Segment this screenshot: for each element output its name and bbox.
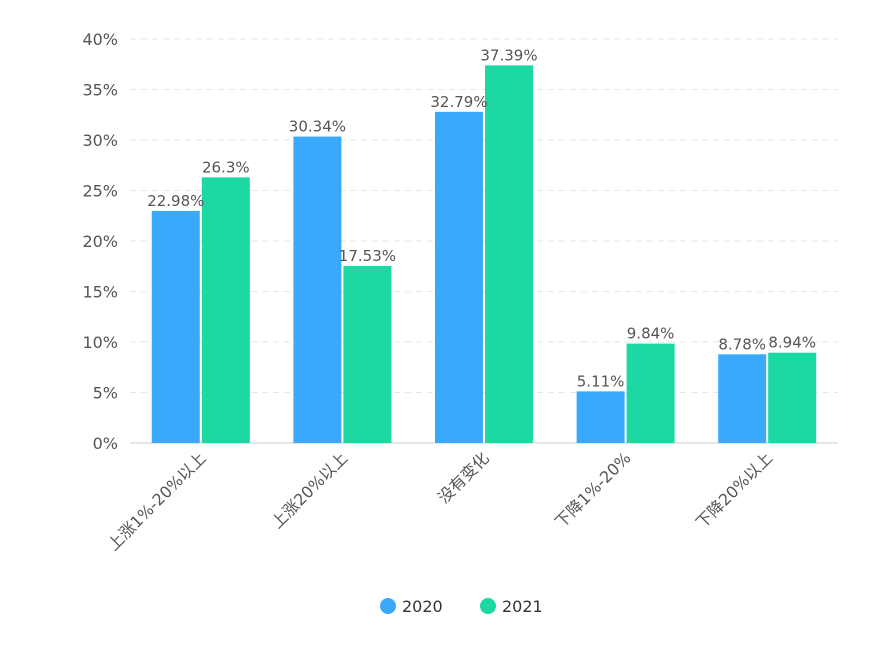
- data-label-2020-2: 32.79%: [430, 93, 487, 111]
- data-label-2021-0: 26.3%: [202, 158, 250, 176]
- legend-item-2020[interactable]: 2020: [380, 597, 443, 616]
- bar-2020-4: [718, 354, 767, 443]
- category-label: 下降1%-20%: [551, 448, 634, 531]
- y-tick-label: 40%: [82, 30, 118, 49]
- y-tick-label: 0%: [93, 434, 118, 453]
- data-label-2021-2: 37.39%: [480, 46, 537, 64]
- legend-item-2021[interactable]: 2021: [480, 597, 543, 616]
- category-label: 没有变化: [434, 448, 493, 507]
- grid-layer: [130, 38, 838, 393]
- data-label-2020-3: 5.11%: [577, 372, 625, 390]
- bar-2020-0: [151, 210, 200, 443]
- category-label-layer: 上涨1%-20%以上 上涨20%以上 没有变化 下降1%-20% 下降20%以上: [104, 448, 776, 554]
- legend-label-2020: 2020: [402, 597, 443, 616]
- y-tick-label: 25%: [82, 182, 118, 201]
- axis-layer: 0% 5% 10% 15% 20% 25% 30% 35% 40%: [82, 30, 838, 453]
- data-label-layer: 22.98% 26.3% 30.34% 17.53% 32.79% 37.39% 5.11%…: [147, 46, 816, 390]
- data-label-2020-0: 22.98%: [147, 192, 204, 210]
- y-tick-label: 35%: [82, 81, 118, 100]
- bar-layer: [151, 65, 817, 444]
- y-tick-label: 10%: [82, 333, 118, 352]
- data-label-2021-3: 9.84%: [627, 325, 675, 343]
- data-label-2020-4: 8.78%: [718, 335, 766, 353]
- y-tick-label: 20%: [82, 232, 118, 251]
- legend-marker-2021: [480, 598, 496, 614]
- bar-2021-1: [343, 265, 392, 443]
- bar-2021-4: [768, 352, 817, 443]
- legend-marker-2020: [380, 598, 396, 614]
- y-tick-label: 5%: [93, 384, 118, 403]
- bar-2021-2: [485, 65, 533, 444]
- data-label-2020-1: 30.34%: [289, 118, 346, 136]
- legend-label-2021: 2021: [502, 597, 543, 616]
- bar-2020-2: [435, 111, 483, 444]
- bar-2020-1: [293, 136, 342, 444]
- y-tick-label: 30%: [82, 131, 118, 150]
- bar-2021-3: [626, 343, 675, 443]
- category-label: 上涨1%-20%以上: [104, 448, 210, 554]
- bar-2020-3: [576, 391, 625, 443]
- y-tick-label: 15%: [82, 283, 118, 302]
- legend: 2020 2021: [380, 597, 543, 616]
- data-label-2021-1: 17.53%: [339, 247, 396, 265]
- data-label-2021-4: 8.94%: [768, 334, 816, 352]
- category-label: 上涨20%以上: [267, 448, 351, 532]
- category-label: 下降20%以上: [692, 448, 776, 532]
- bar-2021-0: [201, 177, 250, 443]
